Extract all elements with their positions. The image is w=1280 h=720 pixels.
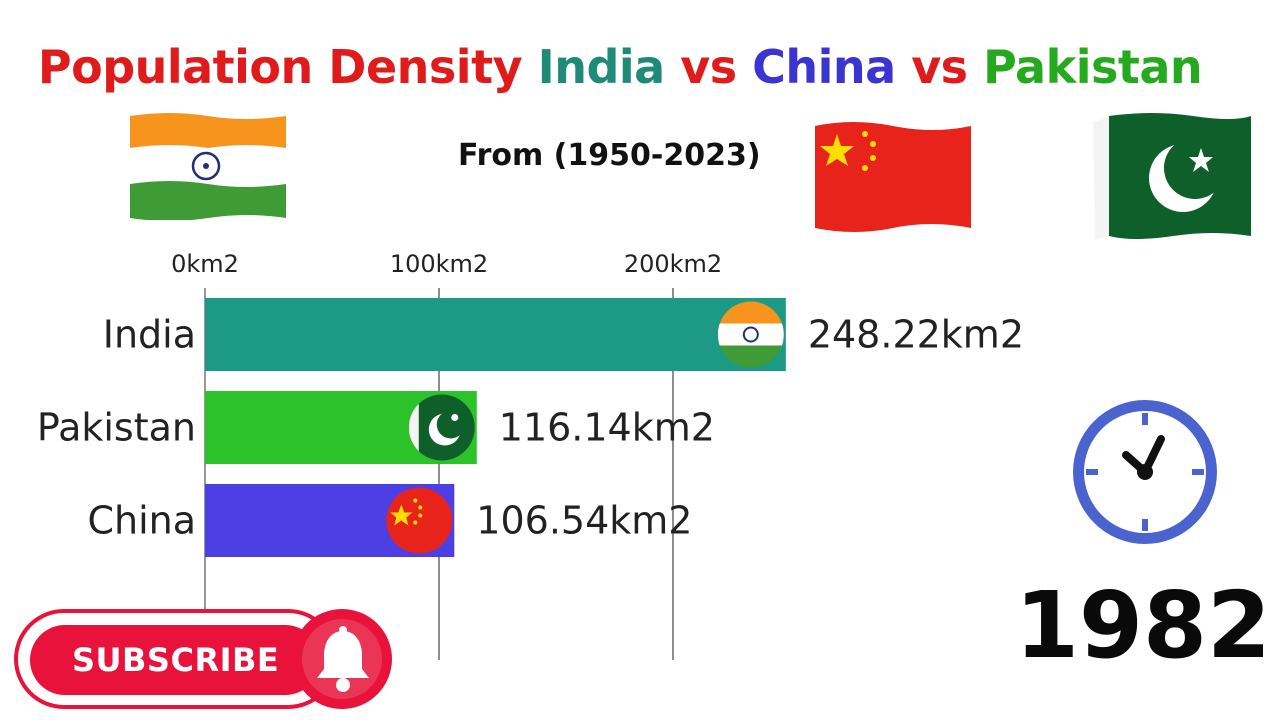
- clock-icon: [1073, 400, 1217, 544]
- india-flag-badge-icon: [717, 301, 784, 368]
- category-label: China: [87, 499, 196, 543]
- china-flag-icon: [815, 122, 971, 232]
- category-label: India: [103, 313, 196, 357]
- chart-subtitle: From (1950-2023): [458, 138, 761, 173]
- title-part-6: Pakistan: [983, 40, 1203, 94]
- india-flag-icon: [130, 113, 286, 220]
- china-flag-badge-icon: [386, 487, 453, 554]
- pakistan-flag-icon: [1093, 113, 1251, 240]
- title-part-3: vs: [680, 40, 737, 94]
- title-part-4: China: [752, 40, 896, 94]
- value-label: 106.54km2: [476, 499, 692, 543]
- tick-label: 100km2: [390, 250, 488, 278]
- subscribe-button[interactable]: SUBSCRIBE: [12, 607, 392, 711]
- value-label: 116.14km2: [499, 406, 715, 450]
- tick-label: 0km2: [171, 250, 239, 278]
- bar-india: [205, 298, 786, 371]
- title-part-1: Population Density: [37, 40, 523, 94]
- title-part-5: vs: [911, 40, 968, 94]
- year-label: 1982: [1015, 572, 1272, 679]
- title-part-2: India: [537, 40, 666, 94]
- tick-label: 200km2: [624, 250, 722, 278]
- chart-title: Population Density India vs China vs Pak…: [0, 40, 1240, 94]
- value-label: 248.22km2: [808, 313, 1024, 357]
- category-label: Pakistan: [37, 406, 196, 450]
- pakistan-flag-badge-icon: [408, 394, 475, 461]
- bell-icon: [317, 626, 369, 692]
- subscribe-label: SUBSCRIBE: [72, 641, 280, 679]
